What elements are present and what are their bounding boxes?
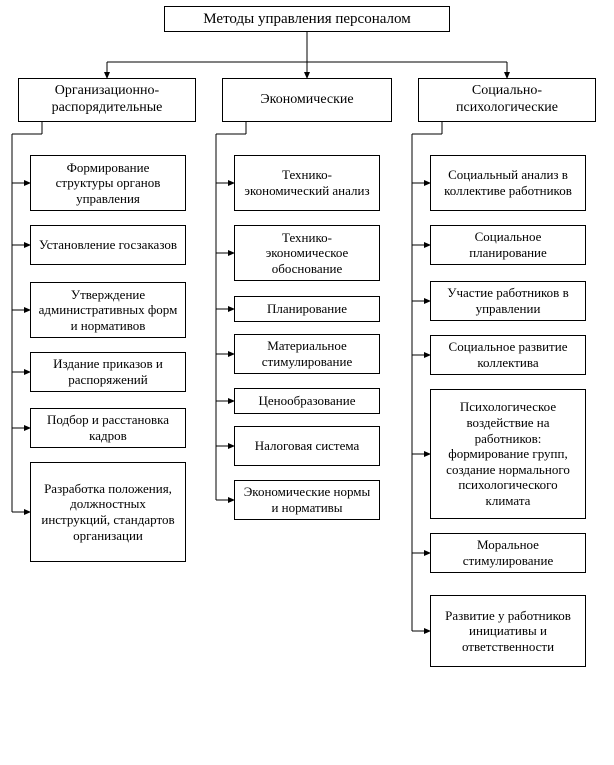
item-0-5: Разработка положения, должностных инстру…	[30, 462, 186, 562]
column-heading-2: Социально-психологические	[418, 78, 596, 122]
item-1-3: Материальное стимулирование	[234, 334, 380, 374]
item-2-1: Социальное планирование	[430, 225, 586, 265]
item-2-3: Социальное развитие коллектива	[430, 335, 586, 375]
column-heading-1: Экономические	[222, 78, 392, 122]
item-0-4: Подбор и расстановка кадров	[30, 408, 186, 448]
item-1-6: Экономические нормы и нормативы	[234, 480, 380, 520]
item-1-0: Технико-экономический анализ	[234, 155, 380, 211]
item-2-4: Психологическое воздействие на работнико…	[430, 389, 586, 519]
item-1-1: Технико-экономическое обоснование	[234, 225, 380, 281]
item-2-0: Социальный анализ в коллективе работнико…	[430, 155, 586, 211]
root-title: Методы управления персоналом	[164, 6, 450, 32]
item-2-6: Развитие у работников инициативы и ответ…	[430, 595, 586, 667]
column-heading-0: Организационно-распорядительные	[18, 78, 196, 122]
item-0-0: Формирование структуры органов управлени…	[30, 155, 186, 211]
item-0-2: Утверждение административных форм и норм…	[30, 282, 186, 338]
item-2-5: Моральное стимулирование	[430, 533, 586, 573]
item-0-1: Установление госзаказов	[30, 225, 186, 265]
item-1-4: Ценообразование	[234, 388, 380, 414]
item-1-2: Планирование	[234, 296, 380, 322]
item-1-5: Налоговая система	[234, 426, 380, 466]
item-0-3: Издание приказов и распоряжений	[30, 352, 186, 392]
item-2-2: Участие работников в управлении	[430, 281, 586, 321]
